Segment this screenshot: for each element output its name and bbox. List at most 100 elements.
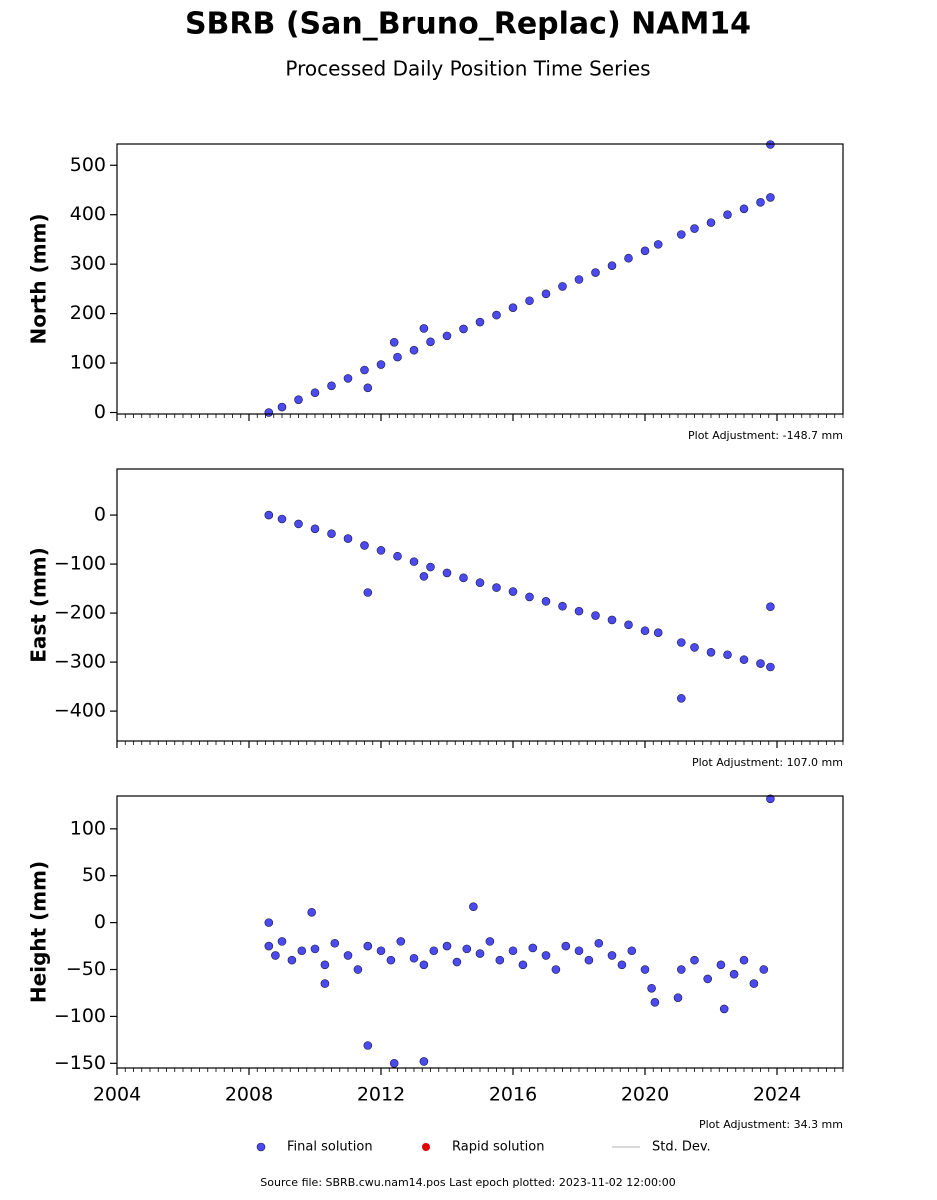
data-point [607,261,617,270]
data-point [574,606,584,616]
data-point [462,944,472,954]
data-point [541,951,551,960]
data-point [264,918,274,927]
data-point [653,628,663,637]
data-point [492,583,501,592]
data-point [363,941,373,951]
x-tick-label: 2008 [225,1084,273,1106]
title: SBRB (San_Bruno_Replac) NAM14 [185,7,751,42]
plot-frame [116,143,844,415]
data-point [310,944,320,954]
x-tick-label: 2024 [753,1084,801,1106]
data-point [396,937,406,946]
data-point [264,941,274,951]
data-point [607,951,617,960]
data-point [703,974,713,984]
data-point [277,402,287,412]
data-point [541,289,551,299]
data-point [310,388,320,398]
data-point [706,218,716,227]
data-point [360,541,369,550]
data-point [363,1041,373,1050]
data-point [294,395,303,404]
x-tick-label: 2004 [93,1084,141,1106]
data-point [766,662,775,672]
plot-frame [116,468,844,742]
y-tick-label: 200 [70,302,106,324]
data-point [442,568,452,578]
y-tick-label: 50 [82,864,106,886]
data-point [442,331,452,341]
data-point [640,246,650,256]
data-point [297,946,307,956]
data-point [561,941,571,951]
data-point [706,647,716,657]
data-point [330,938,340,948]
data-point [690,955,699,965]
data-point [647,983,656,993]
data-point [343,374,353,383]
y-tick-label: 500 [70,154,106,176]
data-point [287,955,297,965]
y-tick-label: −100 [54,553,106,575]
data-point [429,946,439,956]
legend-marker [256,1142,266,1152]
data-point [673,993,683,1002]
legend-label: Std. Dev. [652,1140,711,1155]
data-point [650,998,660,1007]
subtitle: Processed Daily Position Time Series [285,57,650,81]
y-tick-label: 100 [70,352,106,374]
data-point [495,955,505,965]
data-point [766,602,775,612]
data-point [558,282,567,291]
data-point [518,960,528,970]
data-point [426,562,435,572]
data-point [419,1057,429,1066]
data-point [739,955,749,965]
y-tick-label: −300 [54,651,106,673]
data-point [389,1059,399,1068]
data-point [584,955,594,965]
data-point [723,650,732,660]
data-point [475,578,485,588]
y-tick-label: −100 [54,1005,106,1027]
data-point [739,204,749,214]
data-point [749,979,759,988]
legend-label: Rapid solution [452,1140,544,1155]
data-point [759,965,769,974]
data-point [386,955,396,965]
footer: Source file: SBRB.cwu.nam14.pos Last epo… [260,1176,675,1189]
data-point [640,965,650,974]
data-point [426,337,435,347]
y-tick-label: 100 [70,817,106,839]
data-point [653,240,663,249]
data-point [756,198,765,207]
data-point [475,949,485,958]
data-point [294,519,303,529]
data-point [277,514,287,524]
legend-marker [422,1143,430,1151]
y-tick-label: 0 [94,911,106,933]
data-point [551,965,561,974]
data-point [459,324,468,334]
data-point [716,960,726,970]
data-point [310,524,320,534]
y-tick-label: 400 [70,203,106,225]
data-point [594,938,604,948]
data-point [690,224,699,233]
data-point [353,965,363,974]
data-point [393,551,402,561]
data-point [574,275,584,284]
data-point [617,960,627,970]
data-point [607,615,617,625]
data-point [508,587,518,596]
plot-frame [116,795,844,1069]
y-tick-label: 0 [94,401,106,423]
data-point [640,626,650,636]
data-point [409,345,419,355]
data-point [723,210,732,220]
data-point [739,655,749,664]
data-point [729,969,739,979]
data-point [574,946,584,956]
y-axis-label: East (mm) [27,547,51,663]
